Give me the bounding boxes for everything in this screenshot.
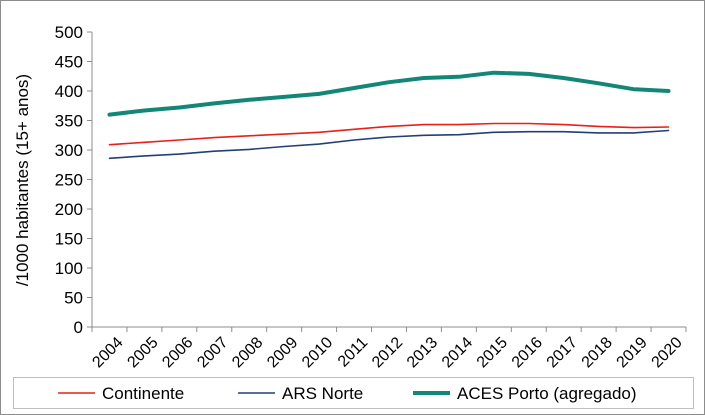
- series-layer: [107, 70, 671, 160]
- y-tick-label: 350: [55, 112, 83, 131]
- y-tick-label: 400: [55, 82, 83, 101]
- y-axis-title: /1000 habitantes (15+ anos): [13, 74, 32, 286]
- series-line-1: [108, 122, 670, 146]
- y-tick-label: 300: [55, 141, 83, 160]
- legend: Continente ARS Norte ACES Porto (agregado): [58, 384, 637, 403]
- legend-label-3: ACES Porto (agregado): [457, 384, 637, 403]
- y-tick-label: 250: [55, 171, 83, 190]
- series-line-3: [107, 70, 671, 117]
- y-tick-label: 50: [64, 289, 83, 308]
- y-tick-label: 200: [55, 200, 83, 219]
- axes: [91, 32, 686, 328]
- y-tick-label: 0: [74, 318, 83, 337]
- legend-box: [13, 377, 694, 409]
- legend-label-2: ARS Norte: [282, 384, 363, 403]
- y-tick-label: 500: [55, 23, 83, 42]
- series-line-2: [108, 129, 670, 160]
- legend-label-1: Continente: [102, 384, 184, 403]
- y-tick-label: 100: [55, 259, 83, 278]
- y-tick-label: 450: [55, 53, 83, 72]
- y-tick-label: 150: [55, 230, 83, 249]
- y-axis-ticks: 0 50 100 150 200 250 300 350 400 450 500: [55, 23, 92, 337]
